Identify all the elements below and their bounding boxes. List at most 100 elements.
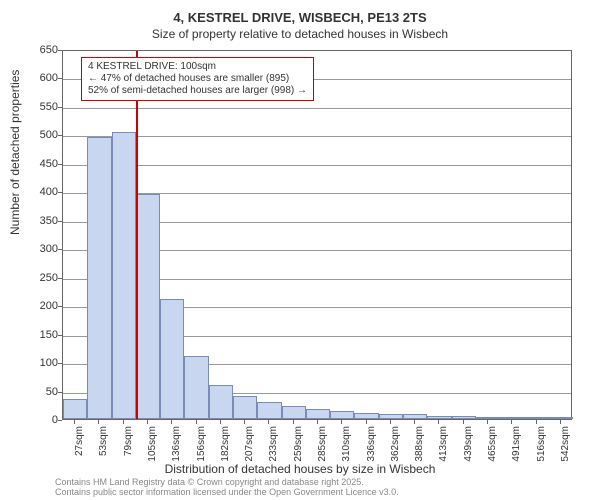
- histogram-bar: [136, 194, 160, 419]
- x-tick-mark: [390, 420, 391, 424]
- y-tick-label: 200: [18, 300, 58, 312]
- x-tick-label: 516sqm: [536, 426, 547, 466]
- plot-area: 4 KESTREL DRIVE: 100sqm ← 47% of detache…: [62, 50, 572, 420]
- x-tick-mark: [487, 420, 488, 424]
- histogram-bar: [379, 414, 403, 419]
- chart-container: 4, KESTREL DRIVE, WISBECH, PE13 2TS Size…: [0, 0, 600, 500]
- x-tick-label: 79sqm: [123, 426, 134, 466]
- histogram-bar: [282, 406, 306, 419]
- histogram-bar: [500, 417, 524, 419]
- histogram-bar: [354, 413, 378, 419]
- x-tick-label: 465sqm: [487, 426, 498, 466]
- x-tick-label: 53sqm: [98, 426, 109, 466]
- grid-line: [63, 136, 571, 137]
- y-tick-mark: [58, 107, 62, 108]
- x-tick-mark: [438, 420, 439, 424]
- y-tick-label: 0: [18, 414, 58, 426]
- histogram-bar: [452, 416, 476, 419]
- y-axis-label: Number of detached properties: [8, 70, 22, 235]
- x-tick-mark: [171, 420, 172, 424]
- grid-line: [63, 108, 571, 109]
- x-tick-mark: [414, 420, 415, 424]
- chart-title-1: 4, KESTREL DRIVE, WISBECH, PE13 2TS: [0, 0, 600, 25]
- y-tick-label: 50: [18, 386, 58, 398]
- x-tick-label: 310sqm: [341, 426, 352, 466]
- histogram-bar: [549, 417, 573, 419]
- x-tick-mark: [560, 420, 561, 424]
- y-tick-label: 400: [18, 186, 58, 198]
- chart-title-2: Size of property relative to detached ho…: [0, 25, 600, 41]
- grid-line: [63, 165, 571, 166]
- x-tick-label: 491sqm: [511, 426, 522, 466]
- x-tick-mark: [268, 420, 269, 424]
- histogram-bar: [330, 411, 354, 419]
- histogram-bar: [112, 132, 136, 419]
- x-tick-label: 285sqm: [317, 426, 328, 466]
- histogram-bar: [524, 417, 548, 419]
- x-tick-mark: [98, 420, 99, 424]
- y-tick-label: 150: [18, 329, 58, 341]
- y-tick-label: 550: [18, 101, 58, 113]
- x-tick-mark: [196, 420, 197, 424]
- y-tick-label: 450: [18, 158, 58, 170]
- histogram-bar: [476, 417, 500, 419]
- histogram-bar: [427, 416, 451, 419]
- y-tick-mark: [58, 420, 62, 421]
- y-tick-mark: [58, 392, 62, 393]
- x-tick-label: 207sqm: [244, 426, 255, 466]
- y-tick-label: 600: [18, 72, 58, 84]
- y-tick-mark: [58, 164, 62, 165]
- callout-line3: 52% of semi-detached houses are larger (…: [88, 85, 307, 97]
- histogram-bar: [87, 137, 111, 419]
- x-tick-mark: [317, 420, 318, 424]
- histogram-bar: [184, 356, 208, 419]
- x-tick-mark: [536, 420, 537, 424]
- x-tick-mark: [341, 420, 342, 424]
- y-tick-mark: [58, 135, 62, 136]
- y-tick-mark: [58, 249, 62, 250]
- histogram-bar: [306, 409, 330, 419]
- x-tick-label: 136sqm: [171, 426, 182, 466]
- y-tick-label: 650: [18, 44, 58, 56]
- y-tick-label: 350: [18, 215, 58, 227]
- y-tick-mark: [58, 335, 62, 336]
- x-tick-mark: [123, 420, 124, 424]
- y-tick-mark: [58, 306, 62, 307]
- x-tick-label: 233sqm: [268, 426, 279, 466]
- x-tick-label: 336sqm: [366, 426, 377, 466]
- x-tick-mark: [293, 420, 294, 424]
- y-tick-mark: [58, 192, 62, 193]
- x-tick-label: 259sqm: [293, 426, 304, 466]
- x-tick-label: 413sqm: [438, 426, 449, 466]
- x-tick-mark: [244, 420, 245, 424]
- histogram-bar: [209, 385, 233, 419]
- x-tick-label: 542sqm: [560, 426, 571, 466]
- callout-line2: ← 47% of detached houses are smaller (89…: [88, 73, 307, 85]
- y-tick-mark: [58, 50, 62, 51]
- histogram-bar: [403, 414, 427, 419]
- x-tick-label: 105sqm: [147, 426, 158, 466]
- x-tick-label: 388sqm: [414, 426, 425, 466]
- y-tick-label: 500: [18, 129, 58, 141]
- x-tick-mark: [147, 420, 148, 424]
- marker-line: [136, 51, 138, 419]
- y-tick-mark: [58, 78, 62, 79]
- x-tick-mark: [74, 420, 75, 424]
- histogram-bar: [233, 396, 257, 419]
- y-tick-label: 250: [18, 272, 58, 284]
- x-tick-mark: [463, 420, 464, 424]
- x-tick-label: 439sqm: [463, 426, 474, 466]
- x-tick-label: 27sqm: [74, 426, 85, 466]
- x-tick-label: 156sqm: [196, 426, 207, 466]
- x-tick-mark: [220, 420, 221, 424]
- y-tick-label: 100: [18, 357, 58, 369]
- histogram-bar: [257, 402, 281, 419]
- y-tick-mark: [58, 363, 62, 364]
- y-tick-label: 300: [18, 243, 58, 255]
- x-tick-mark: [366, 420, 367, 424]
- callout-line1: 4 KESTREL DRIVE: 100sqm: [88, 61, 307, 73]
- footer-line2: Contains public sector information licen…: [55, 488, 399, 498]
- histogram-bar: [63, 399, 87, 419]
- x-tick-label: 182sqm: [220, 426, 231, 466]
- y-tick-mark: [58, 278, 62, 279]
